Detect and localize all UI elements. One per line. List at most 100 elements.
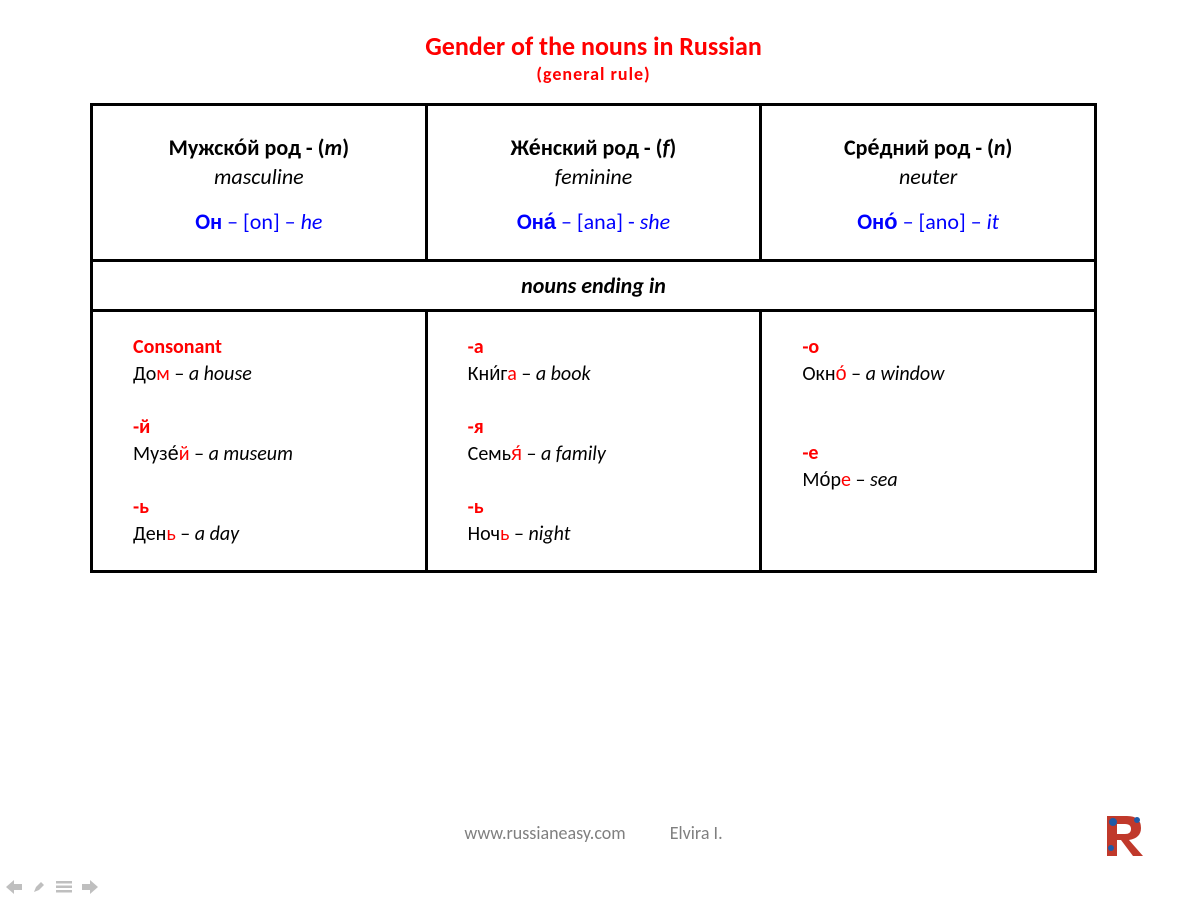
col-en-name: neuter: [772, 163, 1084, 190]
page-subtitle: (general rule): [90, 63, 1097, 85]
example-ru-pre: Мо́р: [802, 468, 841, 492]
col-ru-pre: Мужско́й род - (: [169, 134, 325, 161]
col-header-masculine: Мужско́й род - (m) masculine Он – [on] –…: [92, 104, 427, 260]
col-abbr: n: [994, 134, 1006, 161]
example: Дом – a house: [133, 361, 415, 388]
next-slide-icon[interactable]: [82, 880, 98, 894]
pronoun-line: Оно́ – [ano] – it: [772, 208, 1084, 235]
ending-label: -я: [468, 414, 750, 441]
prev-slide-icon[interactable]: [6, 880, 22, 894]
example-ru-pre: Окн: [802, 362, 835, 386]
example: Мо́ре – sea: [802, 467, 1084, 494]
col-header-feminine: Же́нский род - (f) feminine Она́ – [ana]…: [426, 104, 761, 260]
example-sep: –: [509, 522, 528, 546]
pronoun-sep: –: [222, 208, 243, 235]
col-header-neuter: Сре́дний род - (n) neuter Оно́ – [ano] –…: [761, 104, 1096, 260]
pronoun-ru: Оно́: [857, 208, 897, 235]
pronoun-ipa: [on]: [243, 208, 280, 235]
example-sep: –: [851, 468, 870, 492]
pronoun-sep: –: [966, 208, 987, 235]
col-ru-post: ): [1006, 134, 1013, 161]
example-ru-pre: Ноч: [468, 522, 500, 546]
table-body-row: Consonant Дом – a house -й Музе́й – a mu…: [92, 310, 1096, 571]
col-ru-name: Же́нский род - (f): [438, 134, 750, 161]
footer-author: Elvira I.: [670, 822, 723, 844]
ending-group: -ь Ночь – night: [468, 494, 750, 548]
pronoun-sep: –: [556, 208, 577, 235]
pronoun-sep: -: [623, 208, 640, 235]
example-en: a family: [541, 442, 606, 466]
site-logo-icon: [1097, 808, 1153, 864]
pronoun-en: she: [640, 208, 670, 235]
col-abbr: m: [325, 134, 343, 161]
pronoun-sep: –: [898, 208, 919, 235]
footer-url: www.russianeasy.com: [464, 822, 625, 844]
example-en: a window: [866, 362, 945, 386]
table-header-row: Мужско́й род - (m) masculine Он – [on] –…: [92, 104, 1096, 260]
pronoun-en: it: [987, 208, 999, 235]
example-sep: –: [170, 362, 189, 386]
pronoun-ipa: [ana]: [577, 208, 623, 235]
section-row: nouns ending in: [92, 260, 1096, 310]
example-ru-highlight: м: [156, 362, 170, 386]
example-ru-highlight: ь: [166, 522, 175, 546]
col-ru-post: ): [342, 134, 349, 161]
ending-label: -ь: [468, 494, 750, 521]
pronoun-en: he: [301, 208, 323, 235]
ending-label: -е: [802, 440, 1084, 467]
example: Окно́ – a window: [802, 361, 1084, 388]
ending-label: -а: [468, 334, 750, 361]
example-ru-highlight: о́: [836, 362, 847, 386]
example-en: a book: [536, 362, 591, 386]
example: День – a day: [133, 521, 415, 548]
body-cell-neuter: -о Окно́ – a window -е Мо́ре – sea: [761, 310, 1096, 571]
example-sep: –: [522, 442, 541, 466]
example-ru-pre: Семь: [468, 442, 511, 466]
col-en-name: masculine: [103, 163, 415, 190]
pronoun-sep: –: [280, 208, 301, 235]
example-ru-highlight: е: [841, 468, 851, 492]
example-ru-highlight: а: [507, 362, 517, 386]
section-label-cell: nouns ending in: [92, 260, 1096, 310]
col-ru-post: ): [669, 134, 676, 161]
example: Кни́га – a book: [468, 361, 750, 388]
pen-icon[interactable]: [32, 880, 46, 894]
col-ru-pre: Же́нский род - (: [511, 134, 663, 161]
example-en: a house: [189, 362, 252, 386]
title-block: Gender of the nouns in Russian (general …: [90, 30, 1097, 85]
pronoun-line: Он – [on] – he: [103, 208, 415, 235]
page-title: Gender of the nouns in Russian: [90, 30, 1097, 63]
ending-group: -о Окно́ – a window: [802, 334, 1084, 388]
example-ru-highlight: я́: [511, 442, 522, 466]
example-ru-pre: Музе́: [133, 442, 179, 466]
menu-icon[interactable]: [56, 881, 72, 893]
page-root: Gender of the nouns in Russian (general …: [0, 0, 1187, 900]
body-cell-masculine: Consonant Дом – a house -й Музе́й – a mu…: [92, 310, 427, 571]
slideshow-toolbar: [6, 880, 98, 894]
ending-group: -я Семья́ – a family: [468, 414, 750, 468]
pronoun-line: Она́ – [ana] - she: [438, 208, 750, 235]
example-ru-pre: Кни́г: [468, 362, 508, 386]
example-en: a museum: [209, 442, 293, 466]
example-sep: –: [517, 362, 536, 386]
col-ru-name: Сре́дний род - (n): [772, 134, 1084, 161]
pronoun-ru: Она́: [517, 208, 556, 235]
ending-group: -ь День – a day: [133, 494, 415, 548]
footer: www.russianeasy.com Elvira I.: [0, 822, 1187, 844]
example: Музе́й – a museum: [133, 441, 415, 468]
example-sep: –: [847, 362, 866, 386]
example-sep: –: [176, 522, 195, 546]
ending-group: -е Мо́ре – sea: [802, 440, 1084, 494]
col-ru-name: Мужско́й род - (m): [103, 134, 415, 161]
example-en: night: [528, 522, 570, 546]
ending-label: -ь: [133, 494, 415, 521]
example-en: sea: [870, 468, 898, 492]
ending-group: Consonant Дом – a house: [133, 334, 415, 388]
ending-label: -й: [133, 414, 415, 441]
ending-group: -а Кни́га – a book: [468, 334, 750, 388]
col-en-name: feminine: [438, 163, 750, 190]
ending-label: Consonant: [133, 334, 415, 361]
example: Семья́ – a family: [468, 441, 750, 468]
pronoun-ipa: [ano]: [919, 208, 966, 235]
pronoun-ru: Он: [195, 208, 222, 235]
